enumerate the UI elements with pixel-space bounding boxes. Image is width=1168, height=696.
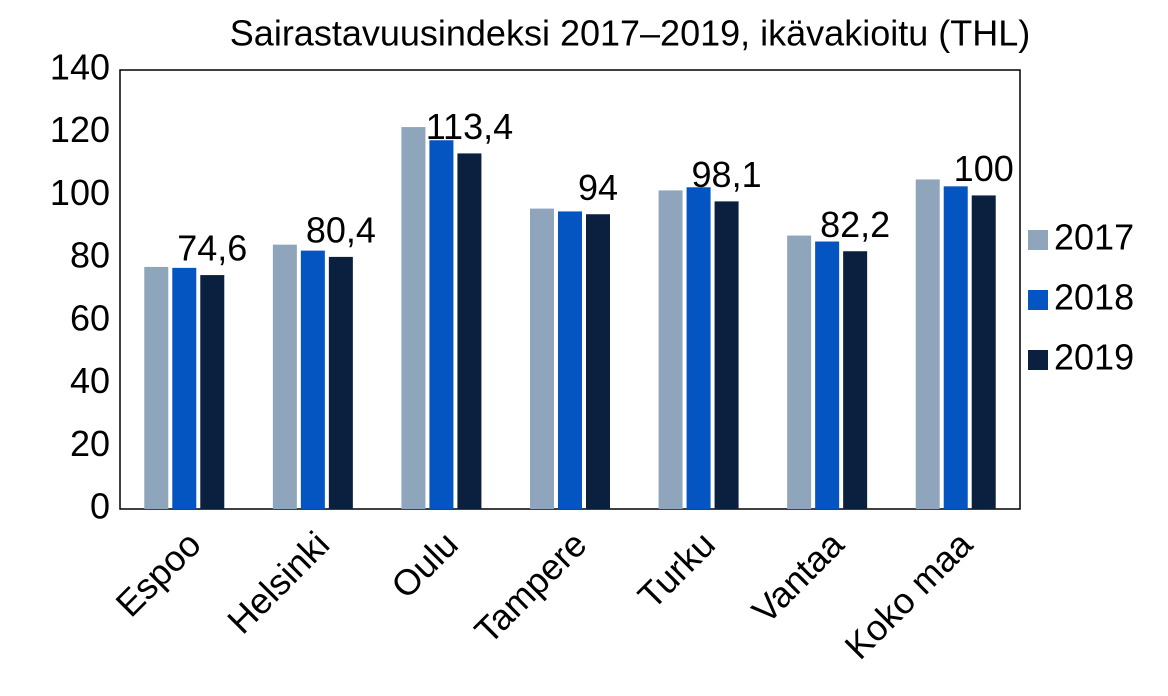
bar bbox=[714, 201, 739, 510]
bar bbox=[943, 186, 968, 509]
bar bbox=[787, 235, 812, 509]
x-tick-label: Koko maa bbox=[836, 523, 980, 667]
x-tick-label: Vantaa bbox=[744, 523, 852, 631]
data-label: 100 bbox=[954, 148, 1014, 189]
bar bbox=[558, 211, 582, 509]
y-tick-label: 100 bbox=[50, 172, 110, 213]
y-tick-label: 60 bbox=[70, 297, 110, 338]
bar bbox=[843, 251, 868, 509]
x-tick-label: Turku bbox=[630, 523, 723, 616]
x-tick-label: Oulu bbox=[383, 523, 466, 606]
data-label: 113,4 bbox=[426, 106, 513, 147]
data-label: 94 bbox=[578, 167, 618, 208]
bar bbox=[328, 256, 353, 509]
data-label: 74,6 bbox=[177, 228, 247, 269]
legend-swatch bbox=[1028, 230, 1048, 250]
y-tick-label: 40 bbox=[70, 360, 110, 401]
bar bbox=[144, 266, 169, 509]
data-label: 98,1 bbox=[692, 154, 762, 195]
bar bbox=[815, 241, 840, 510]
bar bbox=[429, 140, 454, 510]
legend-swatch bbox=[1028, 290, 1048, 310]
y-tick-label: 80 bbox=[70, 235, 110, 276]
chart-title: Sairastavuusindeksi 2017–2019, ikävakioi… bbox=[230, 13, 1030, 54]
bar bbox=[401, 127, 426, 509]
bar bbox=[457, 153, 482, 509]
legend-swatch bbox=[1028, 350, 1048, 370]
bar bbox=[300, 250, 325, 510]
bar bbox=[272, 244, 297, 509]
legend-label: 2018 bbox=[1054, 277, 1134, 318]
y-tick-label: 120 bbox=[50, 109, 110, 150]
x-tick-label: Helsinki bbox=[219, 523, 337, 641]
bar bbox=[658, 190, 683, 509]
data-label: 80,4 bbox=[306, 209, 376, 250]
bar bbox=[971, 195, 996, 509]
bar bbox=[915, 179, 940, 509]
bar bbox=[200, 275, 225, 509]
x-tick-label: Tampere bbox=[466, 523, 594, 651]
x-tick-label: Espoo bbox=[107, 523, 208, 624]
legend-label: 2019 bbox=[1054, 337, 1134, 378]
legend-label: 2017 bbox=[1054, 217, 1134, 258]
y-tick-label: 140 bbox=[50, 47, 110, 88]
data-label: 82,2 bbox=[820, 204, 890, 245]
bar bbox=[686, 187, 711, 510]
bar bbox=[586, 214, 610, 509]
y-tick-label: 0 bbox=[90, 486, 110, 527]
bar bbox=[530, 208, 554, 509]
y-tick-label: 20 bbox=[70, 423, 110, 464]
bar bbox=[172, 267, 197, 509]
